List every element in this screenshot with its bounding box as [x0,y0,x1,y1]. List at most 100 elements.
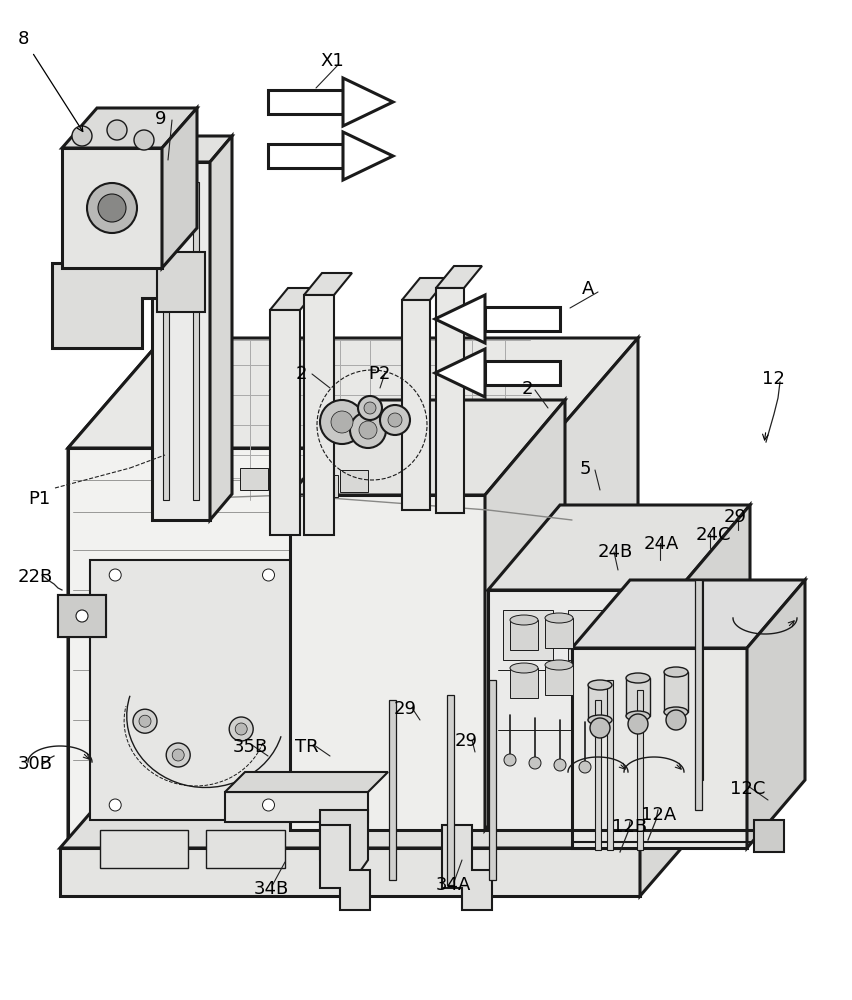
Text: P1: P1 [28,490,50,508]
Bar [664,672,688,712]
Polygon shape [678,505,750,830]
Text: 9: 9 [155,110,166,128]
Circle shape [666,710,686,730]
Polygon shape [68,338,638,448]
Bar [545,665,573,695]
Ellipse shape [510,615,538,625]
Polygon shape [60,848,640,896]
Ellipse shape [664,667,688,677]
Circle shape [76,610,88,622]
Polygon shape [343,78,393,126]
Circle shape [133,709,157,733]
Polygon shape [304,273,352,295]
Bar [568,610,618,660]
Polygon shape [543,338,638,878]
Polygon shape [572,580,805,648]
Text: 34B: 34B [254,880,289,898]
Bar [340,470,368,492]
Bar [545,618,573,648]
Polygon shape [402,278,448,300]
Text: 2: 2 [296,365,308,383]
Bar [595,700,601,850]
Circle shape [134,130,154,150]
Bar [503,610,553,660]
Ellipse shape [664,707,688,717]
Polygon shape [488,590,678,830]
Text: 24C: 24C [696,526,732,544]
Text: 22B: 22B [18,568,53,586]
Circle shape [388,413,402,427]
Circle shape [72,126,92,146]
Text: P2: P2 [368,365,390,383]
Text: 24B: 24B [598,543,633,561]
Text: 34A: 34A [436,876,471,894]
Ellipse shape [545,660,573,670]
Bar [163,182,169,500]
Bar [626,678,650,716]
Text: 12A: 12A [641,806,676,824]
Polygon shape [435,349,485,397]
Text: 30B: 30B [18,755,53,773]
Bar [157,252,205,312]
Circle shape [98,194,126,222]
Text: TR: TR [295,738,319,756]
Polygon shape [485,307,560,331]
Text: 35B: 35B [233,738,268,756]
Ellipse shape [588,715,612,725]
Circle shape [529,757,541,769]
Polygon shape [268,144,343,168]
Circle shape [554,759,566,771]
Bar [90,560,300,820]
Polygon shape [436,266,482,288]
Circle shape [358,396,382,420]
Ellipse shape [545,613,573,623]
Circle shape [504,754,516,766]
Bar [637,690,643,850]
Circle shape [262,569,274,581]
Bar [304,295,334,535]
Bar [389,700,395,880]
Bar [402,300,430,510]
Circle shape [628,714,648,734]
Text: A: A [582,280,595,298]
Circle shape [364,402,376,414]
Polygon shape [162,108,197,268]
Bar [446,695,453,885]
Bar [58,595,106,637]
Circle shape [172,749,184,761]
Text: 24A: 24A [644,535,679,553]
Polygon shape [152,162,210,520]
Bar [193,182,199,500]
Text: 8: 8 [18,30,29,48]
Text: 12B: 12B [612,818,648,836]
Bar [310,475,338,497]
Circle shape [107,120,127,140]
Polygon shape [290,400,565,495]
Circle shape [320,400,364,444]
Polygon shape [640,744,730,896]
Polygon shape [572,648,747,848]
Polygon shape [343,132,393,180]
Polygon shape [442,825,492,910]
Circle shape [590,718,610,738]
Circle shape [229,717,253,741]
Polygon shape [62,148,162,268]
Text: 29: 29 [455,732,478,750]
Circle shape [359,421,377,439]
Text: 29: 29 [724,508,747,526]
Bar [694,580,701,810]
Polygon shape [60,744,730,848]
Circle shape [380,405,410,435]
Circle shape [235,723,247,735]
Bar [436,288,464,513]
Text: X1: X1 [320,52,343,70]
Circle shape [139,715,151,727]
Polygon shape [68,338,638,878]
Bar [607,680,613,850]
Bar [100,830,188,868]
Polygon shape [290,495,485,830]
Polygon shape [435,295,485,343]
Polygon shape [225,792,368,822]
Text: 29: 29 [394,700,417,718]
Text: 2: 2 [522,380,533,398]
